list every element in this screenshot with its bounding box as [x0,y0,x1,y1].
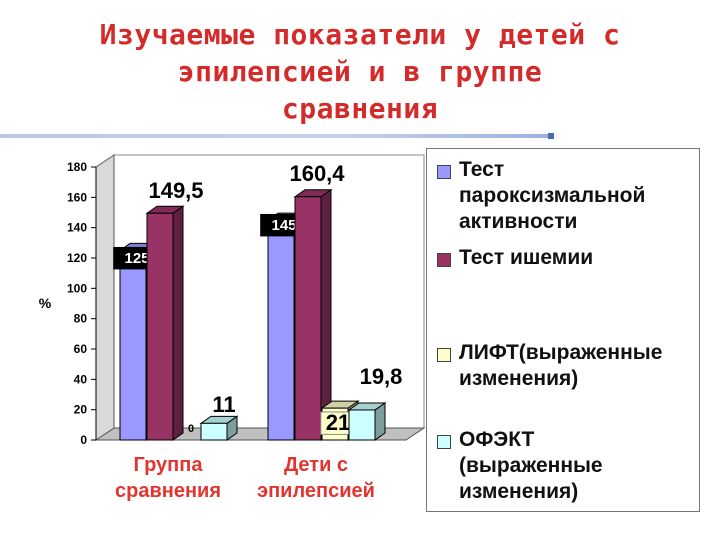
x-category-label: сравнения [115,480,221,502]
data-label: 21 [326,410,350,435]
data-label: 11 [212,392,235,417]
y-tick-label: 40 [74,372,88,386]
legend-item-spect: ОФЭКТ (выраженные изменения) [437,427,695,505]
data-label: 145 [271,217,296,234]
y-tick-label: 60 [74,342,88,356]
y-tick-label: 180 [67,160,87,174]
legend-label-paroxysmal: Тест пароксизмальной активности [459,158,646,233]
data-label: 19,8 [360,364,403,389]
data-label: 0 [188,423,194,435]
legend-item-paroxysmal: Тест пароксизмальной активности [437,157,695,235]
x-category-label: эпилепсией [257,480,375,502]
data-label: 160,4 [289,161,345,186]
legend-swatch-ischemia [437,253,451,267]
y-tick-label: 120 [67,251,87,265]
y-tick-label: 100 [67,281,87,295]
bar-side [172,205,184,441]
legend-item-ischemia: Тест ишемии [437,245,695,271]
bar [146,212,174,441]
title-line-3: сравнения [281,92,439,125]
x-category-label: Дети с [284,454,348,476]
title-divider-dot [548,133,554,139]
data-label: 125 [124,250,149,267]
data-label: 149,5 [148,178,203,203]
bar [348,409,376,441]
bar [200,422,228,441]
y-tick-label: 140 [67,221,87,235]
chart-legend: Тест пароксизмальной активности Тест ише… [426,148,700,512]
title-line-1: Изучаемые показатели у детей с [99,18,621,51]
plot-side-wall [95,154,115,441]
legend-item-lift: ЛИФТ(выраженные изменения) [437,340,695,392]
title-line-2: эпилепсией и в группе [177,55,543,88]
y-tick-label: 0 [80,433,87,447]
y-axis-label: % [39,295,52,311]
slide-title: Изучаемые показатели у детей с эпилепсие… [0,16,720,127]
legend-label-ischemia: Тест ишемии [459,246,594,269]
bar [119,249,147,441]
title-divider [0,134,548,138]
bar [267,219,295,441]
y-tick-label: 20 [74,403,88,417]
bar [294,196,322,441]
legend-label-spect: ОФЭКТ (выраженные изменения) [459,428,603,503]
legend-swatch-paroxysmal [437,165,451,179]
legend-swatch-lift [437,348,451,362]
y-tick-label: 160 [67,190,87,204]
x-category-label: Группа [134,454,204,476]
y-tick-label: 80 [74,312,88,326]
legend-label-lift: ЛИФТ(выраженные изменения) [459,341,663,390]
legend-swatch-spect [437,435,451,449]
